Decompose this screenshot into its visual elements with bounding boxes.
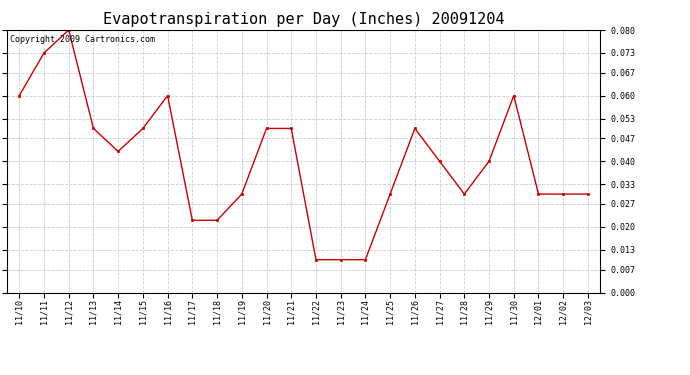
Text: Copyright 2009 Cartronics.com: Copyright 2009 Cartronics.com [10, 35, 155, 44]
Title: Evapotranspiration per Day (Inches) 20091204: Evapotranspiration per Day (Inches) 2009… [103, 12, 504, 27]
